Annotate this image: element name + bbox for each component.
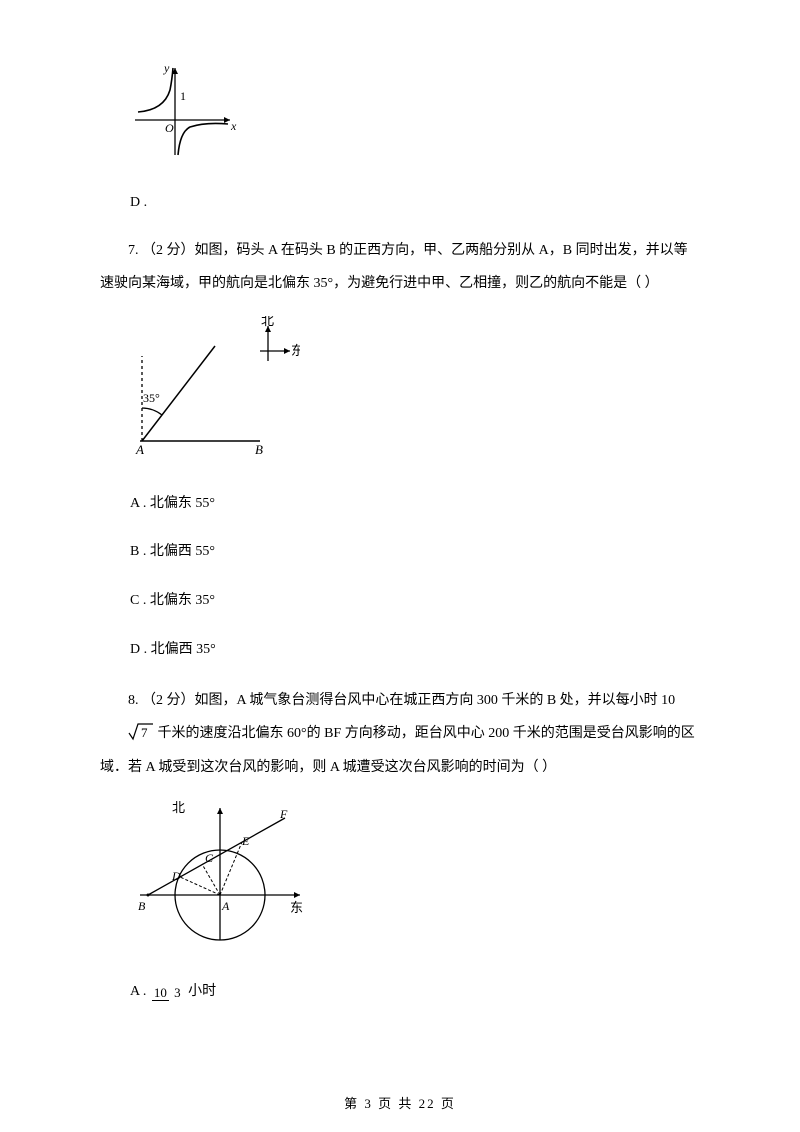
frac-denominator: 3	[172, 985, 183, 1000]
q8-option-a-suffix: 小时	[188, 984, 216, 999]
q6-option-d-label: D .	[130, 188, 700, 219]
q8-C-label: C	[205, 851, 214, 865]
fraction: 10 3	[152, 986, 183, 999]
q7-option-d: D . 北偏西 35°	[130, 635, 700, 666]
q8-A-label: A	[221, 899, 230, 913]
q8-text: 8. （2 分）如图，A 城气象台测得台风中心在城正西方向 300 千米的 B …	[100, 684, 700, 785]
q8-north-label: 北	[172, 800, 185, 815]
q7-option-c: C . 北偏东 35°	[130, 586, 700, 617]
q7-B-label: B	[255, 442, 263, 456]
q8-F-label: F	[279, 807, 288, 821]
q7-north-label: 北	[261, 316, 274, 328]
q8-option-a: A . 10 3 小时	[130, 977, 700, 1008]
q7-figure: 北 东 A B 35°	[130, 316, 700, 469]
origin-label: O	[165, 121, 174, 135]
frac-numerator: 10	[152, 985, 169, 1001]
sqrt-value: 7	[141, 725, 148, 740]
y-axis-label: y	[163, 61, 170, 75]
q8-east-label: 东	[290, 900, 303, 915]
q8-text-before: 8. （2 分）如图，A 城气象台测得台风中心在城正西方向 300 千米的 B …	[128, 693, 675, 708]
y1-label: 1	[180, 89, 186, 103]
page-footer: 第 3 页 共 22 页	[0, 1093, 800, 1112]
q7-angle-label: 35°	[143, 391, 160, 405]
q8-D-label: D	[171, 869, 181, 883]
q7-A-label: A	[135, 442, 144, 456]
q8-B-label: B	[138, 899, 146, 913]
q7-east-label: 东	[291, 343, 300, 358]
q7-text: 7. （2 分）如图，码头 A 在码头 B 的正西方向，甲、乙两船分别从 A，B…	[100, 234, 700, 301]
q7-option-b: B . 北偏西 55°	[130, 537, 700, 568]
q7-option-a: A . 北偏东 55°	[130, 489, 700, 520]
q8-E-label: E	[241, 834, 250, 848]
q6-option-d-figure: x y O 1	[130, 60, 700, 173]
sqrt-symbol: 7	[100, 717, 154, 751]
q8-text-after: 千米的速度沿北偏东 60°的 BF 方向移动，距台风中心 200 千米的范围是受…	[100, 726, 695, 775]
x-axis-label: x	[230, 119, 237, 133]
q8-figure: 北 东 A B F D E C	[130, 800, 700, 963]
q8-option-a-prefix: A .	[130, 984, 146, 999]
